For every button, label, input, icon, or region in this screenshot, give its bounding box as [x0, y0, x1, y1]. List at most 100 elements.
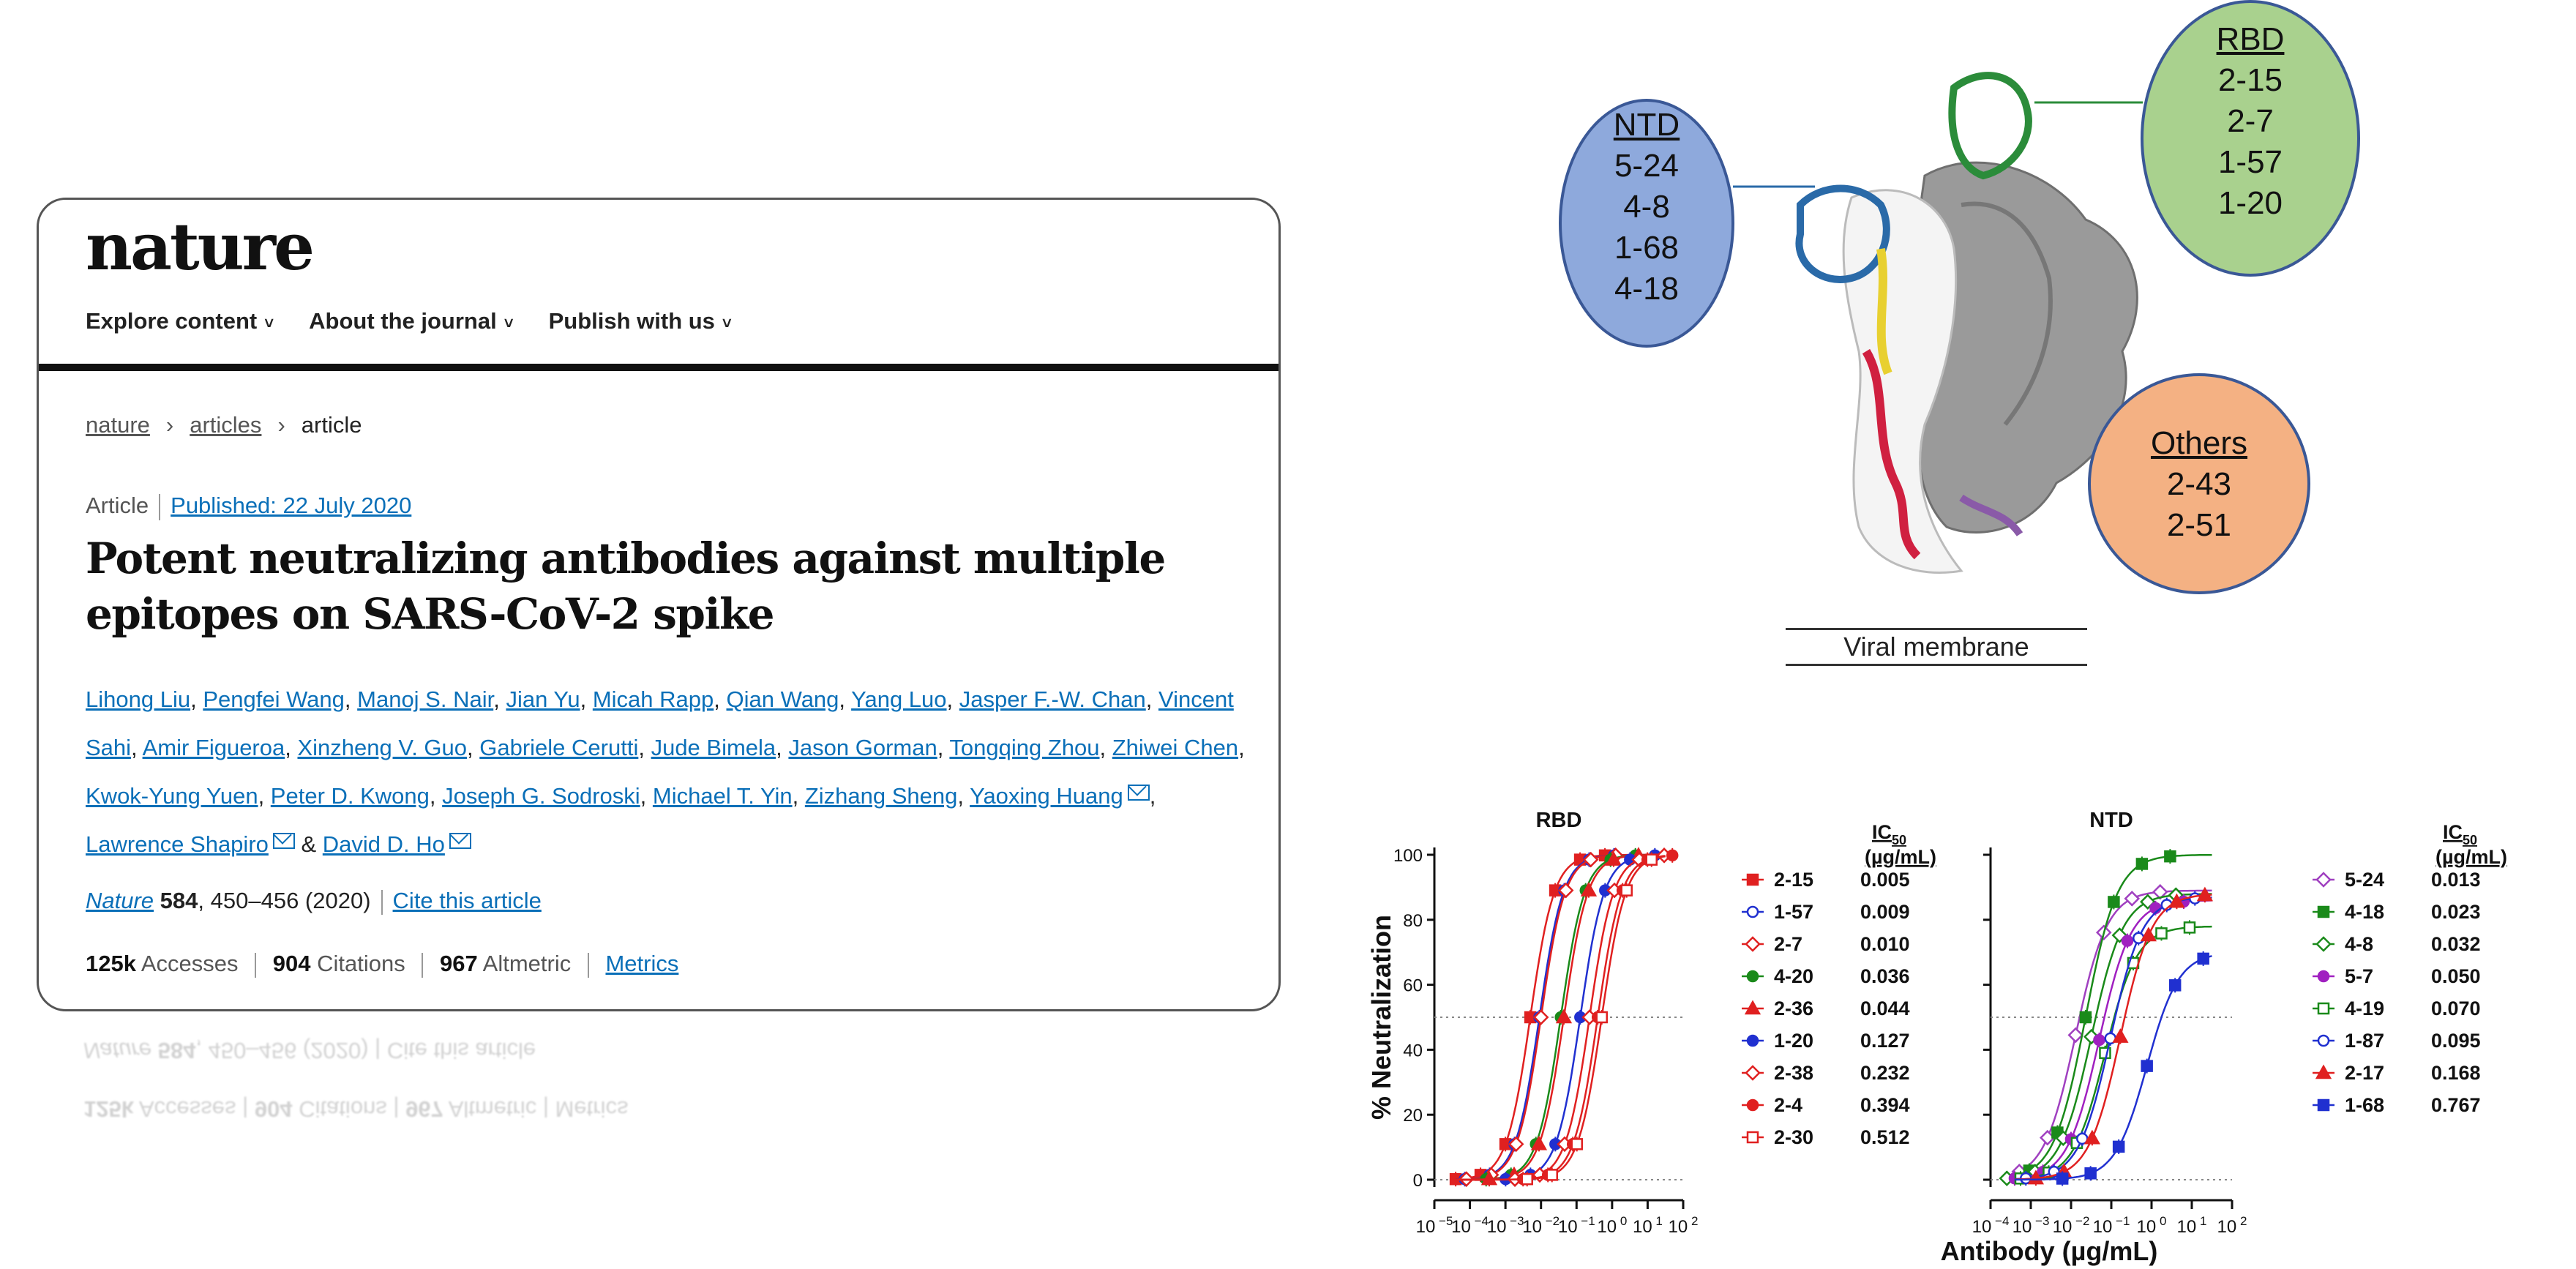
data-point: [2152, 883, 2168, 900]
mail-icon[interactable]: [449, 833, 471, 849]
author-link[interactable]: Qian Wang: [726, 686, 839, 712]
rbd-antibody: 2-15: [2217, 62, 2283, 98]
author-link[interactable]: Amir Figueroa: [142, 735, 285, 760]
curve-2-30: [1456, 855, 1666, 1181]
legend-ic50: 0.070: [2431, 997, 2481, 1019]
author-link[interactable]: Yaoxing Huang: [970, 783, 1123, 809]
legend-4-19: 4-19 0.070: [2313, 997, 2481, 1019]
legend-name: 5-24: [2345, 869, 2384, 891]
legend-name: 4-18: [2345, 901, 2384, 923]
legend-name: 2-38: [1774, 1062, 1813, 1084]
x-tick-label: 10 −1: [1558, 1214, 1595, 1237]
legend-name: 4-8: [2345, 933, 2373, 955]
legend-ic50: 0.232: [1860, 1062, 1910, 1084]
author-link[interactable]: Lihong Liu: [86, 686, 191, 712]
author-link[interactable]: Zhiwei Chen: [1112, 735, 1239, 760]
legend-ic50: 0.009: [1860, 901, 1910, 923]
nav-explore-content[interactable]: Explore content ˅: [86, 308, 274, 334]
data-point: [2027, 1169, 2045, 1185]
author-link[interactable]: Joseph G. Sodroski: [442, 783, 640, 809]
rbd-epitope-oval: RBD 2-15 2-7 1-57 1-20: [2141, 0, 2360, 277]
curve-5-24: [2014, 889, 2212, 1175]
x-tick-label: 10 −3: [2012, 1214, 2050, 1237]
breadcrumb-articles[interactable]: articles: [190, 412, 262, 438]
published-date[interactable]: Published: 22 July 2020: [171, 493, 412, 518]
author-link[interactable]: Kwok-Yung Yuen: [86, 783, 258, 809]
author-link[interactable]: Manoj S. Nair: [357, 686, 494, 712]
ntd-antibody: 4-8: [1623, 189, 1670, 225]
legend-ic50: 0.050: [2431, 965, 2481, 987]
author-link[interactable]: Jasper F.-W. Chan: [959, 686, 1146, 712]
legend-name: 2-36: [1774, 997, 1813, 1019]
legend-1-87: 1-87 0.095: [2313, 1030, 2481, 1052]
author-link[interactable]: Jason Gorman: [788, 735, 937, 760]
author-link[interactable]: Gabriele Cerutti: [479, 735, 639, 760]
data-point: [1645, 853, 1658, 866]
x-tick-label: 10 −2: [2053, 1214, 2090, 1237]
legend-name: 5-7: [2345, 965, 2373, 987]
legend-ic50: 0.032: [2431, 933, 2481, 955]
legend-1-57: 1-57 0.009: [1742, 901, 1910, 923]
author-link[interactable]: Vincent Sahi: [86, 686, 1234, 760]
data-point: [2135, 858, 2149, 870]
others-epitope-oval: Others 2-43 2-51: [2088, 373, 2310, 594]
legend-marker: [1746, 1034, 1759, 1047]
legend-ic50: 0.044: [1860, 997, 1910, 1019]
author-link[interactable]: Micah Rapp: [592, 686, 714, 712]
author-link[interactable]: Pengfei Wang: [203, 686, 345, 712]
legend-marker: [1746, 1131, 1759, 1144]
data-point: [1555, 1008, 1573, 1024]
legend-name: 4-20: [1774, 965, 1813, 987]
data-point: [1557, 882, 1574, 899]
author-link[interactable]: Yang Luo: [851, 686, 947, 712]
data-point: [2164, 850, 2176, 863]
legend-1-20: 1-20 0.127: [1742, 1030, 1910, 1052]
x-tick-label: 10 1: [1633, 1214, 1663, 1237]
data-point: [2067, 1027, 2084, 1044]
cite-article-link[interactable]: Cite this article: [392, 888, 542, 913]
mail-icon[interactable]: [1127, 785, 1150, 801]
data-point: [1532, 1009, 1549, 1025]
author-link[interactable]: Zizhang Sheng: [804, 783, 958, 809]
author-link[interactable]: Jude Bimela: [651, 735, 776, 760]
author-link[interactable]: Xinzheng V. Guo: [297, 735, 468, 760]
legend-2-36: 2-36 0.044: [1742, 997, 1910, 1019]
author-link[interactable]: Michael T. Yin: [652, 783, 793, 809]
legend-5-7: 5-7 0.050: [2313, 965, 2481, 987]
author-link[interactable]: Lawrence Shapiro: [86, 831, 269, 857]
author-link[interactable]: Tongqing Zhou: [949, 735, 1100, 760]
ntd-epitope-oval: NTD 5-24 4-8 1-68 4-18: [1559, 99, 1734, 348]
chevron-right-icon: ›: [165, 412, 174, 438]
citation-line: Nature 584, 450–456 (2020) Cite this arti…: [86, 888, 542, 915]
legend-ic50: 0.168: [2431, 1062, 2481, 1084]
series-5-24: [2011, 883, 2212, 1180]
journal-name[interactable]: Nature: [86, 888, 154, 913]
author-link[interactable]: David D. Ho: [322, 831, 445, 857]
author-link[interactable]: Peter D. Kwong: [270, 783, 430, 809]
main-nav: Explore content ˅ About the journal ˅ Publ…: [86, 308, 732, 334]
legend-1-68: 1-68 0.767: [2313, 1094, 2481, 1116]
legend-marker: [2315, 936, 2332, 952]
x-tick-label: 10 −3: [1487, 1214, 1524, 1237]
legend-marker: [2315, 872, 2332, 888]
others-heading: Others: [2150, 425, 2248, 461]
data-point: [1546, 1169, 1558, 1181]
nav-publish-with-us[interactable]: Publish with us ˅: [548, 308, 732, 334]
article-metrics: 125k Accesses 904 Citations 967 Altmetri…: [86, 951, 678, 978]
metrics-link[interactable]: Metrics: [605, 951, 679, 976]
series-1-68: [2015, 951, 2212, 1186]
legend-4-20: 4-20 0.036: [1742, 965, 1910, 987]
data-point: [2084, 1167, 2097, 1180]
data-point: [1521, 1172, 1533, 1186]
breadcrumb-nature[interactable]: nature: [86, 412, 150, 438]
y-tick-label: 40: [1403, 1041, 1423, 1060]
mail-icon[interactable]: [272, 833, 295, 849]
author-link[interactable]: Jian Yu: [506, 686, 580, 712]
data-point: [2197, 952, 2209, 965]
legend-4-8: 4-8 0.032: [2313, 933, 2481, 955]
nature-logo[interactable]: nature: [86, 209, 315, 285]
rbd-chart-title: RBD: [1536, 809, 1582, 832]
nav-about-journal[interactable]: About the journal ˅: [309, 308, 514, 334]
data-point: [1582, 851, 1599, 868]
